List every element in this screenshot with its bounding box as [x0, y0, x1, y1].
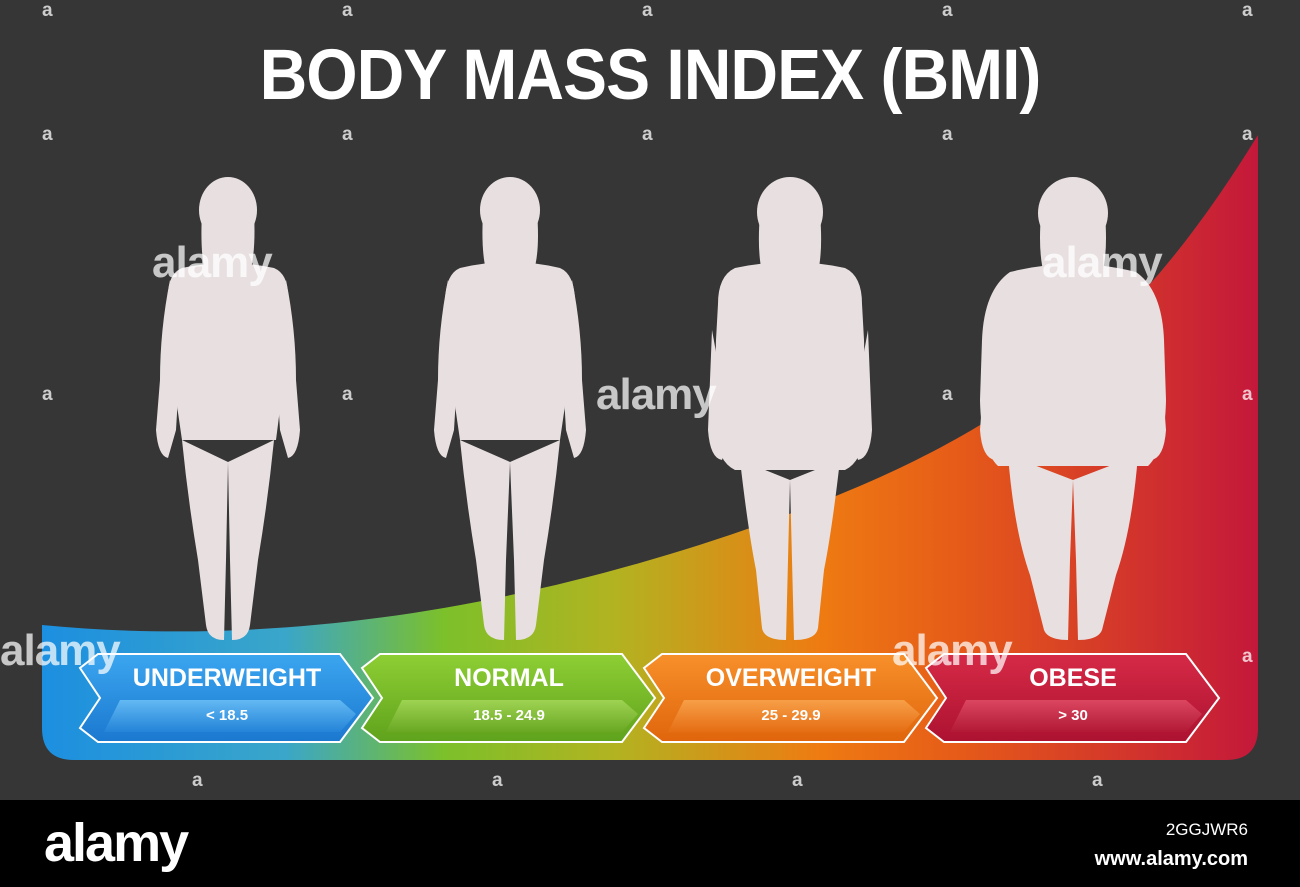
watermark-mark: a — [642, 124, 653, 145]
watermark-mark: a — [492, 770, 503, 791]
watermark-mark: a — [642, 0, 653, 21]
watermark-mark: a — [942, 124, 953, 145]
watermark-mark: a — [1242, 0, 1253, 21]
category-label-overweight: OVERWEIGHT — [705, 664, 877, 692]
category-arrow-overweight — [642, 653, 939, 743]
category-label-underweight: UNDERWEIGHT — [132, 664, 322, 692]
female-silhouette-slim-icon — [156, 177, 300, 640]
watermark-mark: a — [792, 770, 803, 791]
watermark-mark: a — [42, 384, 53, 405]
footer-url: www.alamy.com — [1094, 848, 1248, 870]
watermark-mark: a — [1092, 770, 1103, 791]
infographic-art — [0, 0, 1300, 800]
category-arrow-underweight — [78, 653, 375, 743]
category-range-obese: > 30 — [1058, 707, 1088, 724]
watermark-mark: a — [1242, 384, 1253, 405]
alamy-logo: alamy — [44, 813, 189, 873]
bmi-gradient-band — [42, 135, 1258, 760]
watermark-word: alamy — [1042, 238, 1163, 287]
watermark-mark: a — [342, 124, 353, 145]
watermark-mark: a — [942, 0, 953, 21]
category-arrow-normal — [360, 653, 657, 743]
female-silhouette-obese-icon — [980, 177, 1166, 640]
watermark-mark: a — [192, 770, 203, 791]
image-id: 2GGJWR6 — [1165, 820, 1248, 839]
category-range-underweight: < 18.5 — [205, 707, 249, 724]
category-range-overweight: 25 - 29.9 — [761, 707, 821, 724]
watermark-mark: a — [42, 124, 53, 145]
watermark-word: alamy — [892, 626, 1013, 675]
category-arrow-obese — [924, 653, 1221, 743]
footer-bar: alamy 2GGJWR6 www.alamy.com — [0, 800, 1300, 887]
category-label-obese: OBESE — [1029, 664, 1117, 692]
female-silhouette-normal-icon — [434, 177, 586, 640]
watermark-word: alamy — [152, 238, 273, 287]
female-silhouette-overweight-icon — [708, 177, 872, 640]
watermark-mark: a — [342, 384, 353, 405]
watermark-mark: a — [942, 384, 953, 405]
watermark-mark: a — [1242, 646, 1253, 667]
watermark-word: alamy — [0, 626, 121, 675]
watermark-mark: a — [342, 0, 353, 21]
category-label-normal: NORMAL — [454, 664, 564, 692]
watermark-mark: a — [42, 0, 53, 21]
watermark-word: alamy — [596, 370, 717, 419]
page-title: BODY MASS INDEX (BMI) — [259, 34, 1042, 114]
category-range-normal: 18.5 - 24.9 — [473, 707, 545, 724]
watermark-mark: a — [1242, 124, 1253, 145]
